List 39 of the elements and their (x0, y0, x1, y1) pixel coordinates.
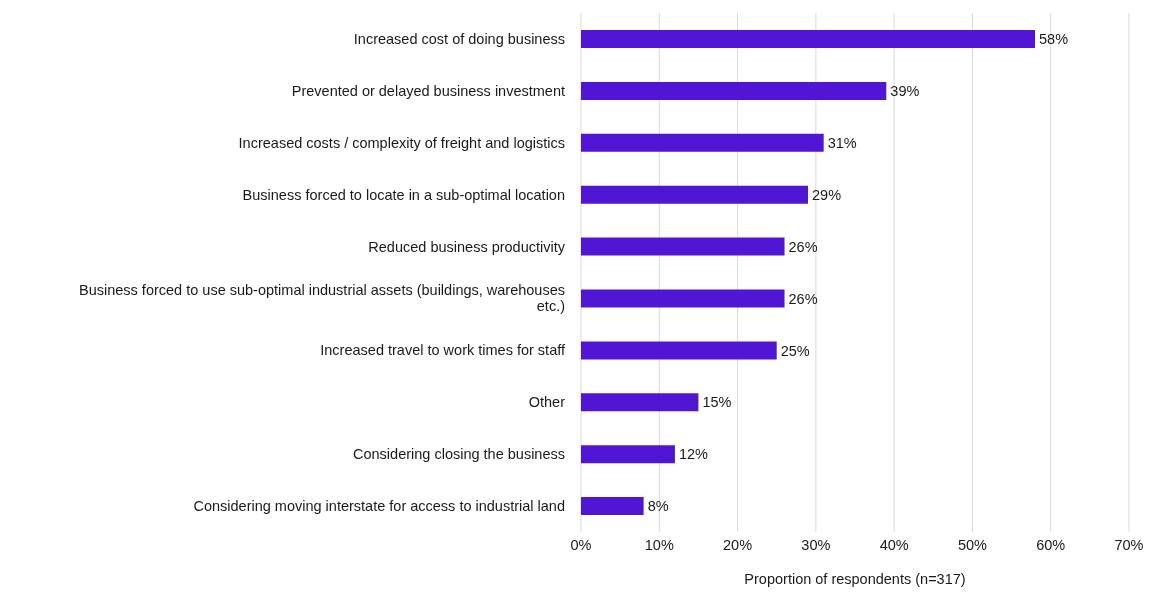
y-tick-label: Increased travel to work times for staff (320, 342, 566, 359)
data-label: 12% (678, 446, 709, 463)
x-tick-label: 60% (1036, 537, 1066, 554)
data-label: 31% (827, 134, 857, 151)
data-label: 25% (780, 342, 810, 359)
bar (581, 30, 1036, 48)
y-tick-label: Other (528, 394, 566, 411)
x-tick-label: 20% (723, 537, 753, 554)
x-tick-label: 0% (570, 537, 592, 554)
bar (581, 341, 777, 360)
data-label: 15% (702, 394, 732, 411)
bar (581, 393, 699, 412)
x-tick-label: 10% (644, 537, 674, 554)
x-tick-label: 70% (1114, 537, 1144, 554)
y-tick-label: Increased cost of doing business (353, 30, 565, 47)
bar (581, 81, 887, 100)
y-tick-label: Business forced to use sub-optimal industrial assets (buildings, warehouses etc.) (79, 282, 565, 315)
y-tick-label: Reduced business productivity (368, 238, 566, 255)
x-tick-label: 30% (801, 537, 831, 554)
data-label: 26% (788, 238, 818, 255)
y-tick-label: Considering moving interstate for access to industrial land (193, 498, 565, 515)
bar (581, 445, 675, 464)
data-label: 8% (647, 498, 669, 515)
y-tick-label: Business forced to locate in a sub-optimal location (242, 186, 565, 203)
data-label: 39% (890, 83, 920, 100)
y-tick-label: Considering closing the business (353, 446, 565, 463)
x-tick-label: 40% (879, 537, 909, 554)
bar (581, 289, 785, 308)
bar (581, 185, 809, 204)
data-label: 26% (788, 290, 818, 307)
y-tick-label: Prevented or delayed business investment (291, 82, 565, 99)
bar (581, 497, 644, 516)
data-label: 58% (1039, 31, 1069, 48)
bar (581, 133, 824, 152)
y-tick-label: Increased costs / complexity of freight and logistics (238, 134, 565, 151)
bar (581, 237, 785, 256)
data-label: 29% (812, 186, 842, 203)
x-axis-title: Proportion of respondents (n=317) (744, 571, 966, 587)
x-tick-label: 50% (957, 537, 988, 554)
